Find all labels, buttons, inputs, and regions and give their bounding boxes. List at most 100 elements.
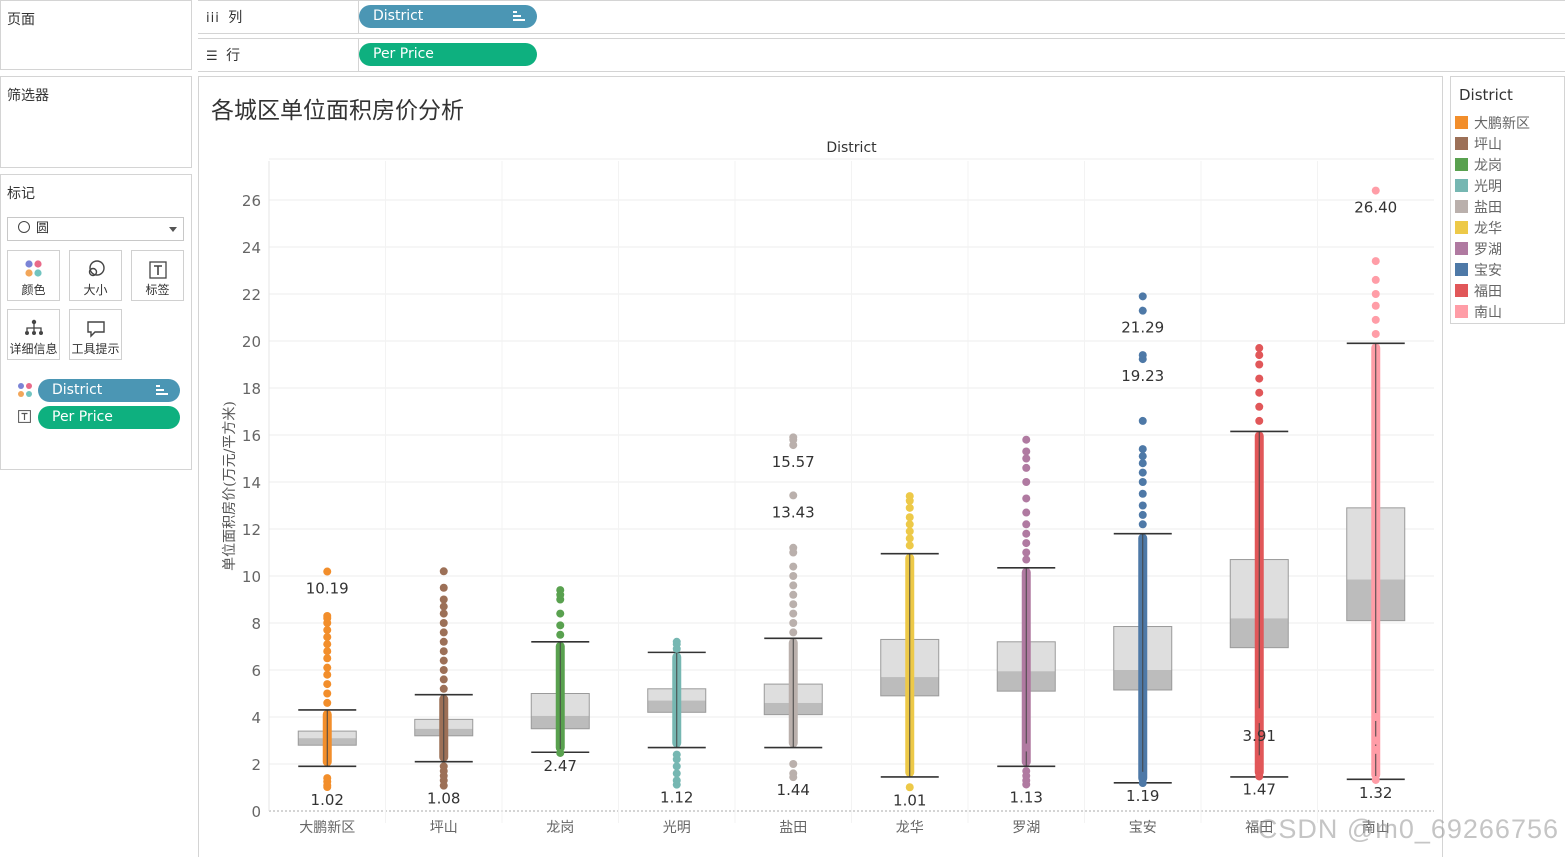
color-button[interactable]: 颜色 bbox=[7, 250, 60, 301]
y-tick-label: 2 bbox=[251, 756, 261, 774]
legend-swatch bbox=[1455, 137, 1468, 150]
perprice-row-pill[interactable]: Per Price bbox=[359, 43, 537, 66]
data-point bbox=[323, 640, 332, 649]
label-button[interactable]: 标签 bbox=[131, 250, 184, 301]
category-group-2: 1.08 bbox=[414, 567, 474, 808]
category-group-9: 1.47 3.91 bbox=[1229, 344, 1289, 798]
data-point bbox=[323, 611, 332, 620]
data-point bbox=[439, 609, 448, 618]
data-point bbox=[1371, 736, 1380, 745]
x-category-label: 福田 bbox=[1245, 820, 1273, 835]
y-tick-label: 8 bbox=[251, 615, 261, 633]
x-category-label: 罗湖 bbox=[1012, 820, 1040, 835]
data-point bbox=[672, 762, 681, 771]
legend-label: 盐田 bbox=[1474, 200, 1502, 216]
pages-panel[interactable]: 页面 bbox=[0, 0, 192, 70]
data-label: 1.47 bbox=[1243, 780, 1276, 798]
mark-type-value: 圆 bbox=[36, 221, 50, 236]
district-column-pill[interactable]: District bbox=[359, 5, 537, 28]
sort-icon bbox=[156, 385, 168, 396]
y-tick-label: 18 bbox=[242, 380, 261, 398]
data-point bbox=[1255, 360, 1264, 369]
tooltip-button[interactable]: 工具提示 bbox=[69, 309, 122, 360]
x-category-label: 光明 bbox=[663, 820, 691, 835]
size-button[interactable]: 大小 bbox=[69, 250, 122, 301]
data-point bbox=[905, 513, 914, 522]
rows-shelf[interactable]: ☰ 行 Per Price bbox=[198, 38, 1565, 72]
y-tick-label: 22 bbox=[242, 286, 261, 304]
data-point bbox=[1138, 510, 1147, 519]
data-point bbox=[789, 581, 798, 590]
data-point bbox=[1371, 775, 1380, 784]
data-point bbox=[1022, 494, 1031, 503]
data-point bbox=[905, 492, 914, 501]
mark-type-dropdown[interactable]: 圆 bbox=[7, 217, 184, 241]
color-button-label: 颜色 bbox=[21, 283, 46, 297]
data-point bbox=[1371, 745, 1380, 754]
data-point bbox=[439, 656, 448, 665]
data-label: 1.32 bbox=[1359, 784, 1392, 802]
text-field-icon bbox=[18, 410, 31, 423]
data-point bbox=[789, 433, 798, 442]
y-tick-label: 6 bbox=[251, 662, 261, 680]
box-plot-chart[interactable]: District02468101214161820222426单位面积房价(万元… bbox=[199, 135, 1442, 835]
data-point bbox=[1138, 452, 1147, 461]
data-point bbox=[1138, 468, 1147, 477]
data-label: 19.23 bbox=[1121, 367, 1164, 385]
data-point bbox=[323, 670, 332, 679]
data-point bbox=[1371, 290, 1380, 298]
legend-label: 龙岗 bbox=[1474, 158, 1502, 174]
category-group-4: 1.12 bbox=[647, 637, 707, 807]
category-group-10: 1.32 26.40 bbox=[1346, 186, 1406, 802]
legend-label: 龙华 bbox=[1474, 221, 1502, 237]
data-point bbox=[1255, 351, 1264, 360]
data-point bbox=[1255, 715, 1264, 724]
size-button-label: 大小 bbox=[83, 283, 108, 297]
x-category-label: 坪山 bbox=[430, 820, 458, 835]
viz-panel: 各城区单位面积房价分析 District 0 2 4 6 8 10 12 14 16 18 20 22 2… bbox=[198, 76, 1443, 857]
data-point bbox=[789, 769, 798, 778]
detail-button[interactable]: 详细信息 bbox=[7, 309, 60, 360]
rows-shelf-label: ☰ 行 bbox=[206, 48, 241, 64]
district-color-pill[interactable]: District bbox=[38, 379, 180, 402]
x-category-label: 宝安 bbox=[1129, 820, 1157, 835]
data-point bbox=[439, 666, 448, 674]
data-point bbox=[1022, 447, 1031, 456]
x-category-label: 南山 bbox=[1362, 820, 1390, 835]
filters-panel[interactable]: 筛选器 bbox=[0, 76, 192, 168]
perprice-label-pill[interactable]: Per Price bbox=[38, 406, 180, 429]
data-point bbox=[789, 628, 798, 637]
data-point bbox=[789, 562, 798, 571]
data-point bbox=[323, 680, 332, 689]
legend-label: 罗湖 bbox=[1474, 242, 1502, 258]
data-point bbox=[1255, 416, 1264, 425]
legend-swatch bbox=[1455, 242, 1468, 255]
data-point bbox=[1138, 306, 1147, 315]
legend-panel[interactable]: District 大鹏新区 坪山 龙岗 光明 盐田 龙华 罗湖 宝安 福田 南山 bbox=[1450, 76, 1565, 324]
y-tick-label: 14 bbox=[242, 474, 261, 492]
circle-icon bbox=[18, 221, 30, 233]
data-point bbox=[1255, 772, 1264, 781]
data-point bbox=[556, 621, 565, 630]
data-point bbox=[439, 567, 448, 576]
data-point bbox=[672, 750, 681, 759]
data-point bbox=[323, 567, 332, 576]
columns-shelf[interactable]: iii 列 District bbox=[198, 0, 1565, 34]
data-point bbox=[1255, 344, 1264, 353]
legend-label: 宝安 bbox=[1474, 263, 1502, 279]
sort-icon bbox=[513, 11, 525, 22]
data-point bbox=[1371, 315, 1380, 324]
category-group-6: 1.01 bbox=[880, 492, 940, 809]
x-category-label: 盐田 bbox=[779, 820, 807, 835]
data-label: 1.19 bbox=[1126, 787, 1159, 805]
data-label: 15.57 bbox=[772, 453, 815, 471]
data-point bbox=[1022, 529, 1031, 538]
data-point bbox=[323, 647, 332, 656]
hierarchy-icon bbox=[24, 319, 43, 335]
data-point bbox=[1022, 478, 1031, 486]
data-point bbox=[323, 663, 332, 672]
data-label: 1.12 bbox=[660, 789, 693, 807]
data-label: 1.08 bbox=[427, 790, 460, 808]
legend-label: 福田 bbox=[1474, 284, 1502, 300]
data-point bbox=[789, 543, 798, 552]
